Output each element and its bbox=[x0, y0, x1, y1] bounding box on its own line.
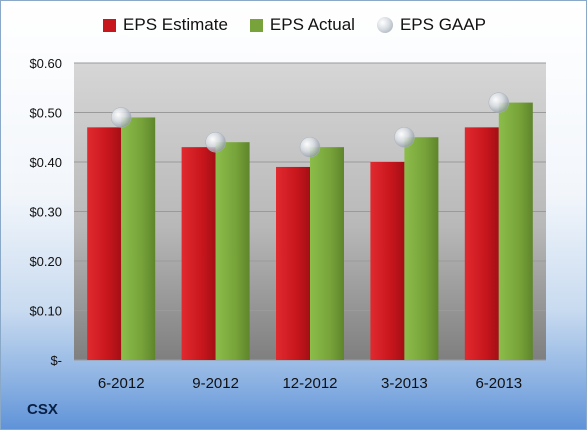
gaap-marker bbox=[205, 131, 226, 153]
actual-bar bbox=[310, 147, 344, 360]
legend-marker-gaap bbox=[376, 17, 393, 33]
y-tick-label: $0.60 bbox=[29, 56, 62, 71]
ticker-label: CSX bbox=[27, 401, 58, 418]
legend-swatch-estimate bbox=[103, 18, 117, 32]
legend: EPS Estimate EPS Actual EPS GAAP bbox=[1, 15, 587, 35]
legend-item-actual[interactable]: EPS Actual bbox=[249, 15, 355, 35]
x-tick-label: 3-2013 bbox=[381, 375, 428, 392]
y-tick-label: $0.50 bbox=[29, 106, 62, 121]
actual-bar bbox=[404, 137, 439, 360]
bars bbox=[87, 102, 533, 360]
legend-label-gaap: EPS GAAP bbox=[399, 15, 486, 34]
gaap-marker bbox=[299, 136, 321, 158]
actual-bar bbox=[498, 102, 533, 360]
y-tick-label: $0.20 bbox=[29, 254, 62, 269]
estimate-bar bbox=[464, 127, 499, 360]
legend-label-actual: EPS Actual bbox=[269, 15, 355, 34]
y-tick-label: $0.40 bbox=[29, 155, 62, 170]
y-axis-ticks: $- $0.10 $0.20 $0.30 $0.40 $0.50 $0.60 bbox=[29, 56, 62, 368]
actual-bar bbox=[121, 117, 156, 360]
gaap-marker bbox=[110, 107, 132, 128]
x-tick-label: 6-2013 bbox=[475, 375, 522, 392]
legend-label-estimate: EPS Estimate bbox=[123, 15, 228, 34]
y-tick-label: $0.10 bbox=[29, 304, 62, 319]
x-tick-label: 6-2012 bbox=[98, 375, 145, 392]
actual-bar bbox=[215, 142, 250, 360]
legend-swatch-actual bbox=[249, 18, 263, 32]
y-tick-label: $- bbox=[50, 353, 62, 368]
gaap-markers bbox=[110, 92, 510, 158]
x-tick-label: 12-2012 bbox=[282, 375, 337, 392]
estimate-bar bbox=[87, 127, 122, 360]
gaap-marker bbox=[394, 127, 415, 148]
legend-item-estimate[interactable]: EPS Estimate bbox=[103, 15, 228, 35]
y-tick-label: $0.30 bbox=[29, 205, 62, 220]
estimate-bar bbox=[181, 147, 216, 360]
gaap-marker bbox=[488, 92, 510, 113]
x-axis-ticks: 6-2012 9-2012 12-2012 3-2013 6-2013 bbox=[98, 375, 522, 392]
estimate-bar bbox=[276, 166, 310, 360]
estimate-bar bbox=[370, 162, 405, 360]
legend-item-gaap[interactable]: EPS GAAP bbox=[376, 15, 486, 35]
x-tick-label: 9-2012 bbox=[192, 375, 239, 392]
